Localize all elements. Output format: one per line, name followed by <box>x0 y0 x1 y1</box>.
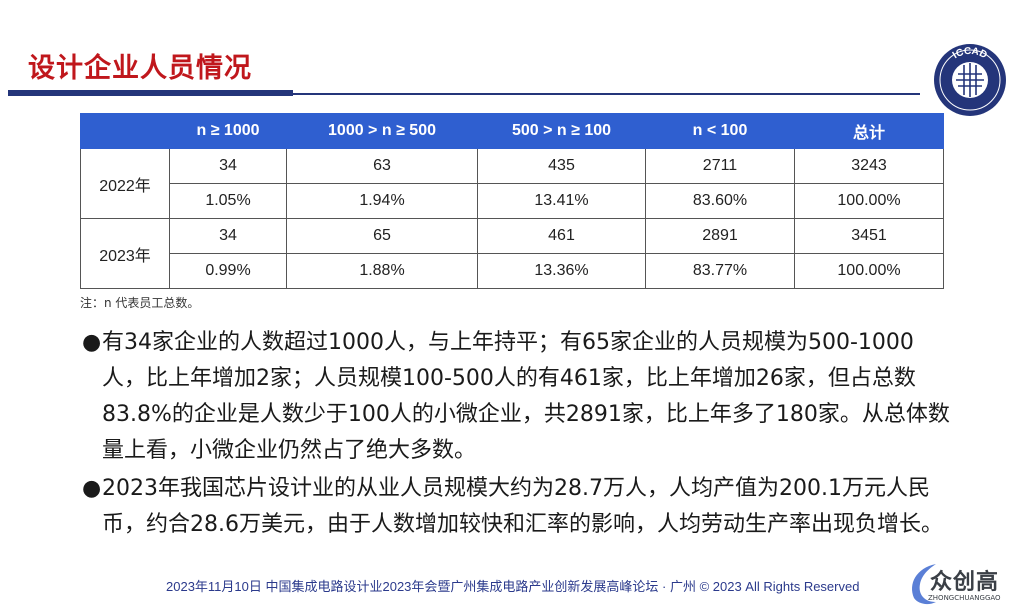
table-cell: 83.60% <box>645 183 795 219</box>
table-row: 1.05% 1.94% 13.41% 83.60% 100.00% <box>81 183 944 219</box>
bullet-icon: ● <box>82 330 102 355</box>
table-cell: 1.94% <box>286 183 478 219</box>
header-1000-500: 1000 > n ≥ 500 <box>286 113 478 149</box>
table-cell: 2711 <box>645 148 795 184</box>
logo-text: ICCAD <box>951 46 989 61</box>
table-cell: 3243 <box>794 148 944 184</box>
table-header-row: n ≥ 1000 1000 > n ≥ 500 500 > n ≥ 100 n … <box>80 113 944 149</box>
watermark-logo: 众创高 ZHONGCHUANGGAO <box>906 558 1004 608</box>
employee-stats-table: n ≥ 1000 1000 > n ≥ 500 500 > n ≥ 100 n … <box>80 113 944 289</box>
table-cell: 1.88% <box>286 253 478 289</box>
svg-text:ICCAD: ICCAD <box>951 46 989 61</box>
table-cell: 0.99% <box>169 253 287 289</box>
header-500-100: 500 > n ≥ 100 <box>477 113 646 149</box>
table-cell: 2891 <box>645 218 795 254</box>
table-cell: 435 <box>477 148 646 184</box>
header-total: 总计 <box>794 113 944 149</box>
bullet-text: 2023年我国芯片设计业的从业人员规模大约为28.7万人，人均产值为200.1万… <box>102 476 943 537</box>
table-cell: 3451 <box>794 218 944 254</box>
bullet-icon: ● <box>82 476 102 501</box>
header-n-lt-100: n < 100 <box>645 113 795 149</box>
header-n-ge-1000: n ≥ 1000 <box>169 113 287 149</box>
iccad-logo: ICCAD <box>934 44 1006 116</box>
title-divider <box>8 93 920 95</box>
table-cell: 13.36% <box>477 253 646 289</box>
table-cell: 63 <box>286 148 478 184</box>
slide-footer: 2023年11月10日 中国集成电路设计业2023年会暨广州集成电路产业创新发展… <box>166 579 860 594</box>
swoosh-icon <box>912 564 936 605</box>
table-note: 注：n 代表员工总数。 <box>80 296 200 310</box>
list-item: ● 有34家企业的人数超过1000人，与上年持平；有65家企业的人员规模为500… <box>82 325 952 469</box>
slide-title: 设计企业人员情况 <box>28 53 252 84</box>
table-cell: 65 <box>286 218 478 254</box>
list-item: ● 2023年我国芯片设计业的从业人员规模大约为28.7万人，人均产值为200.… <box>82 471 952 543</box>
table-cell: 100.00% <box>794 183 944 219</box>
watermark-subtext: ZHONGCHUANGGAO <box>928 594 1001 602</box>
table-cell: 100.00% <box>794 253 944 289</box>
table-cell: 34 <box>169 148 287 184</box>
table-cell: 1.05% <box>169 183 287 219</box>
table-cell: 461 <box>477 218 646 254</box>
header-blank <box>80 113 170 149</box>
table-cell: 83.77% <box>645 253 795 289</box>
table-row: 2023年 34 65 461 2891 3451 <box>80 218 944 289</box>
bullet-text: 有34家企业的人数超过1000人，与上年持平；有65家企业的人员规模为500-1… <box>102 330 950 463</box>
year-cell: 2023年 <box>80 218 170 289</box>
table-cell: 34 <box>169 218 287 254</box>
table-row: 0.99% 1.88% 13.36% 83.77% 100.00% <box>81 253 944 289</box>
table-cell: 13.41% <box>477 183 646 219</box>
watermark-text: 众创高 <box>930 570 1000 595</box>
table-row: 2022年 34 63 435 2711 3243 <box>80 148 944 219</box>
year-cell: 2022年 <box>80 148 170 219</box>
bullet-list: ● 有34家企业的人数超过1000人，与上年持平；有65家企业的人员规模为500… <box>82 325 952 545</box>
